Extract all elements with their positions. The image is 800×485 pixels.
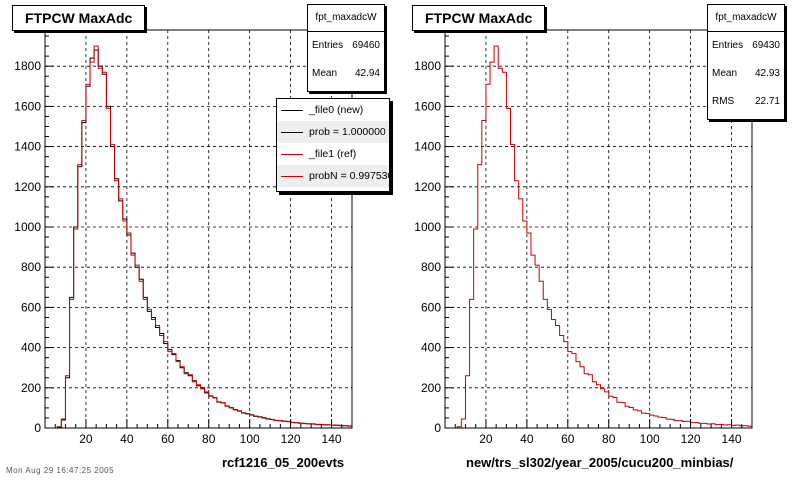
right-histogram-plot: 20 40 60 80 100 120 14002004006008001000120014… <box>414 29 753 446</box>
left-x-axis-title: rcf1216_05_200evts <box>222 455 345 470</box>
right-stats-mean-value: 42.93 <box>754 68 780 79</box>
legend-line-file1 <box>281 154 303 155</box>
left-x-tick-label: 120 <box>281 432 301 446</box>
left-y-tick-label: 1400 <box>14 140 41 154</box>
left-y-tick-label: 600 <box>21 300 41 314</box>
legend-label-prob: prob = 1.000000 <box>309 126 386 138</box>
right-stats-rms-label: RMS <box>712 96 735 107</box>
left-y-tick-label: 1200 <box>14 180 41 194</box>
left-stats-mean-label: Mean <box>312 68 338 79</box>
left-stats-mean: Mean 42.94 <box>308 60 384 88</box>
left-plot-title: FTPCW MaxAdc <box>12 5 146 31</box>
legend-entry-file1: _file1 (ref) <box>277 143 389 165</box>
right-stats-mean-label: Mean <box>712 68 738 79</box>
left-y-tick-label: 1000 <box>14 220 41 234</box>
legend-entry-prob: prob = 1.000000 <box>277 121 389 143</box>
left-y-tick-label: 400 <box>21 341 41 355</box>
left-stats-entries-label: Entries <box>312 40 344 51</box>
legend-label-probn: probN = 0.997530 <box>309 170 390 182</box>
right-stats-entries-label: Entries <box>712 40 744 51</box>
left-pad: 20 40 60 80 100 120 140 0 200 400 600 800 1000 1200 14… <box>0 0 400 480</box>
right-y-tick-label: 1200 <box>414 180 441 194</box>
right-x-tick-label: 80 <box>602 432 616 446</box>
right-stats-name: fpt_maxadcW <box>708 5 784 32</box>
right-y-tick-label: 800 <box>421 260 441 274</box>
left-y-tick-label: 200 <box>21 381 41 395</box>
timestamp-footnote: Mon Aug 29 16:47:25 2005 <box>6 466 115 475</box>
left-y-tick-label: 1600 <box>14 99 41 113</box>
left-x-tick-label: 100 <box>240 432 260 446</box>
right-y-tick-label: 200 <box>421 381 441 395</box>
right-x-tick-label: 20 <box>479 432 493 446</box>
legend-entry-probn: probN = 0.997530 <box>277 165 389 187</box>
right-y-tick-label: 600 <box>421 300 441 314</box>
right-stats-rms: RMS 22.71 <box>708 88 784 116</box>
right-x-tick-label: 140 <box>722 432 742 446</box>
right-y-tick-label: 1600 <box>414 99 441 113</box>
left-y-tick-label: 800 <box>21 260 41 274</box>
legend: _file0 (new) prob = 1.000000 _file1 (ref… <box>276 98 390 192</box>
right-y-tick-label: 1400 <box>414 140 441 154</box>
left-stats-box: fpt_maxadcW Entries 69460 Mean 42.94 <box>307 4 385 92</box>
left-x-tick-label: 20 <box>79 432 93 446</box>
right-plot-title: FTPCW MaxAdc <box>412 5 546 31</box>
left-x-tick-label: 80 <box>202 432 216 446</box>
left-histogram-plot: 20 40 60 80 100 120 14002004006008001000120014… <box>14 29 353 446</box>
right-stats-entries-value: 69430 <box>752 40 780 51</box>
right-y-tick-label: 0 <box>434 421 441 435</box>
right-stats-box: fpt_maxadcW Entries 69430 Mean 42.93 RMS… <box>707 4 785 120</box>
legend-line-prob <box>281 132 303 133</box>
left-stats-name: fpt_maxadcW <box>308 5 384 32</box>
right-stats-rms-value: 22.71 <box>754 96 780 107</box>
right-plot-frame <box>444 29 753 429</box>
right-x-tick-label: 60 <box>561 432 575 446</box>
right-stats-entries: Entries 69430 <box>708 32 784 60</box>
legend-line-file0 <box>281 110 303 111</box>
legend-line-probn <box>281 176 303 177</box>
legend-label-file1: _file1 (ref) <box>309 148 357 160</box>
left-stats-entries: Entries 69460 <box>308 32 384 60</box>
left-stats-entries-value: 69460 <box>352 40 380 51</box>
right-x-tick-label: 120 <box>681 432 701 446</box>
left-plot-frame <box>44 29 353 429</box>
left-x-tick-label: 40 <box>120 432 134 446</box>
left-y-tick-label: 1800 <box>14 59 41 73</box>
right-pad: 20 40 60 80 100 120 140 0 200 400 600 800 1000 1200 14… <box>400 0 800 480</box>
legend-label-file0: _file0 (new) <box>309 104 364 116</box>
right-y-tick-label: 1800 <box>414 59 441 73</box>
right-y-tick-label: 400 <box>421 341 441 355</box>
right-stats-mean: Mean 42.93 <box>708 60 784 88</box>
right-x-tick-label: 100 <box>640 432 660 446</box>
right-x-axis-title: new/trs_sl302/year_2005/cucu200_minbias/ <box>466 455 734 470</box>
left-x-tick-label: 60 <box>161 432 175 446</box>
right-series-hist <box>453 45 752 429</box>
right-y-tick-label: 1000 <box>414 220 441 234</box>
left-x-tick-label: 140 <box>322 432 342 446</box>
left-y-tick-label: 0 <box>34 421 41 435</box>
left-stats-mean-value: 42.94 <box>354 68 380 79</box>
right-x-tick-label: 40 <box>520 432 534 446</box>
legend-entry-file0: _file0 (new) <box>277 99 389 121</box>
left-series-file1-ref <box>53 45 352 429</box>
